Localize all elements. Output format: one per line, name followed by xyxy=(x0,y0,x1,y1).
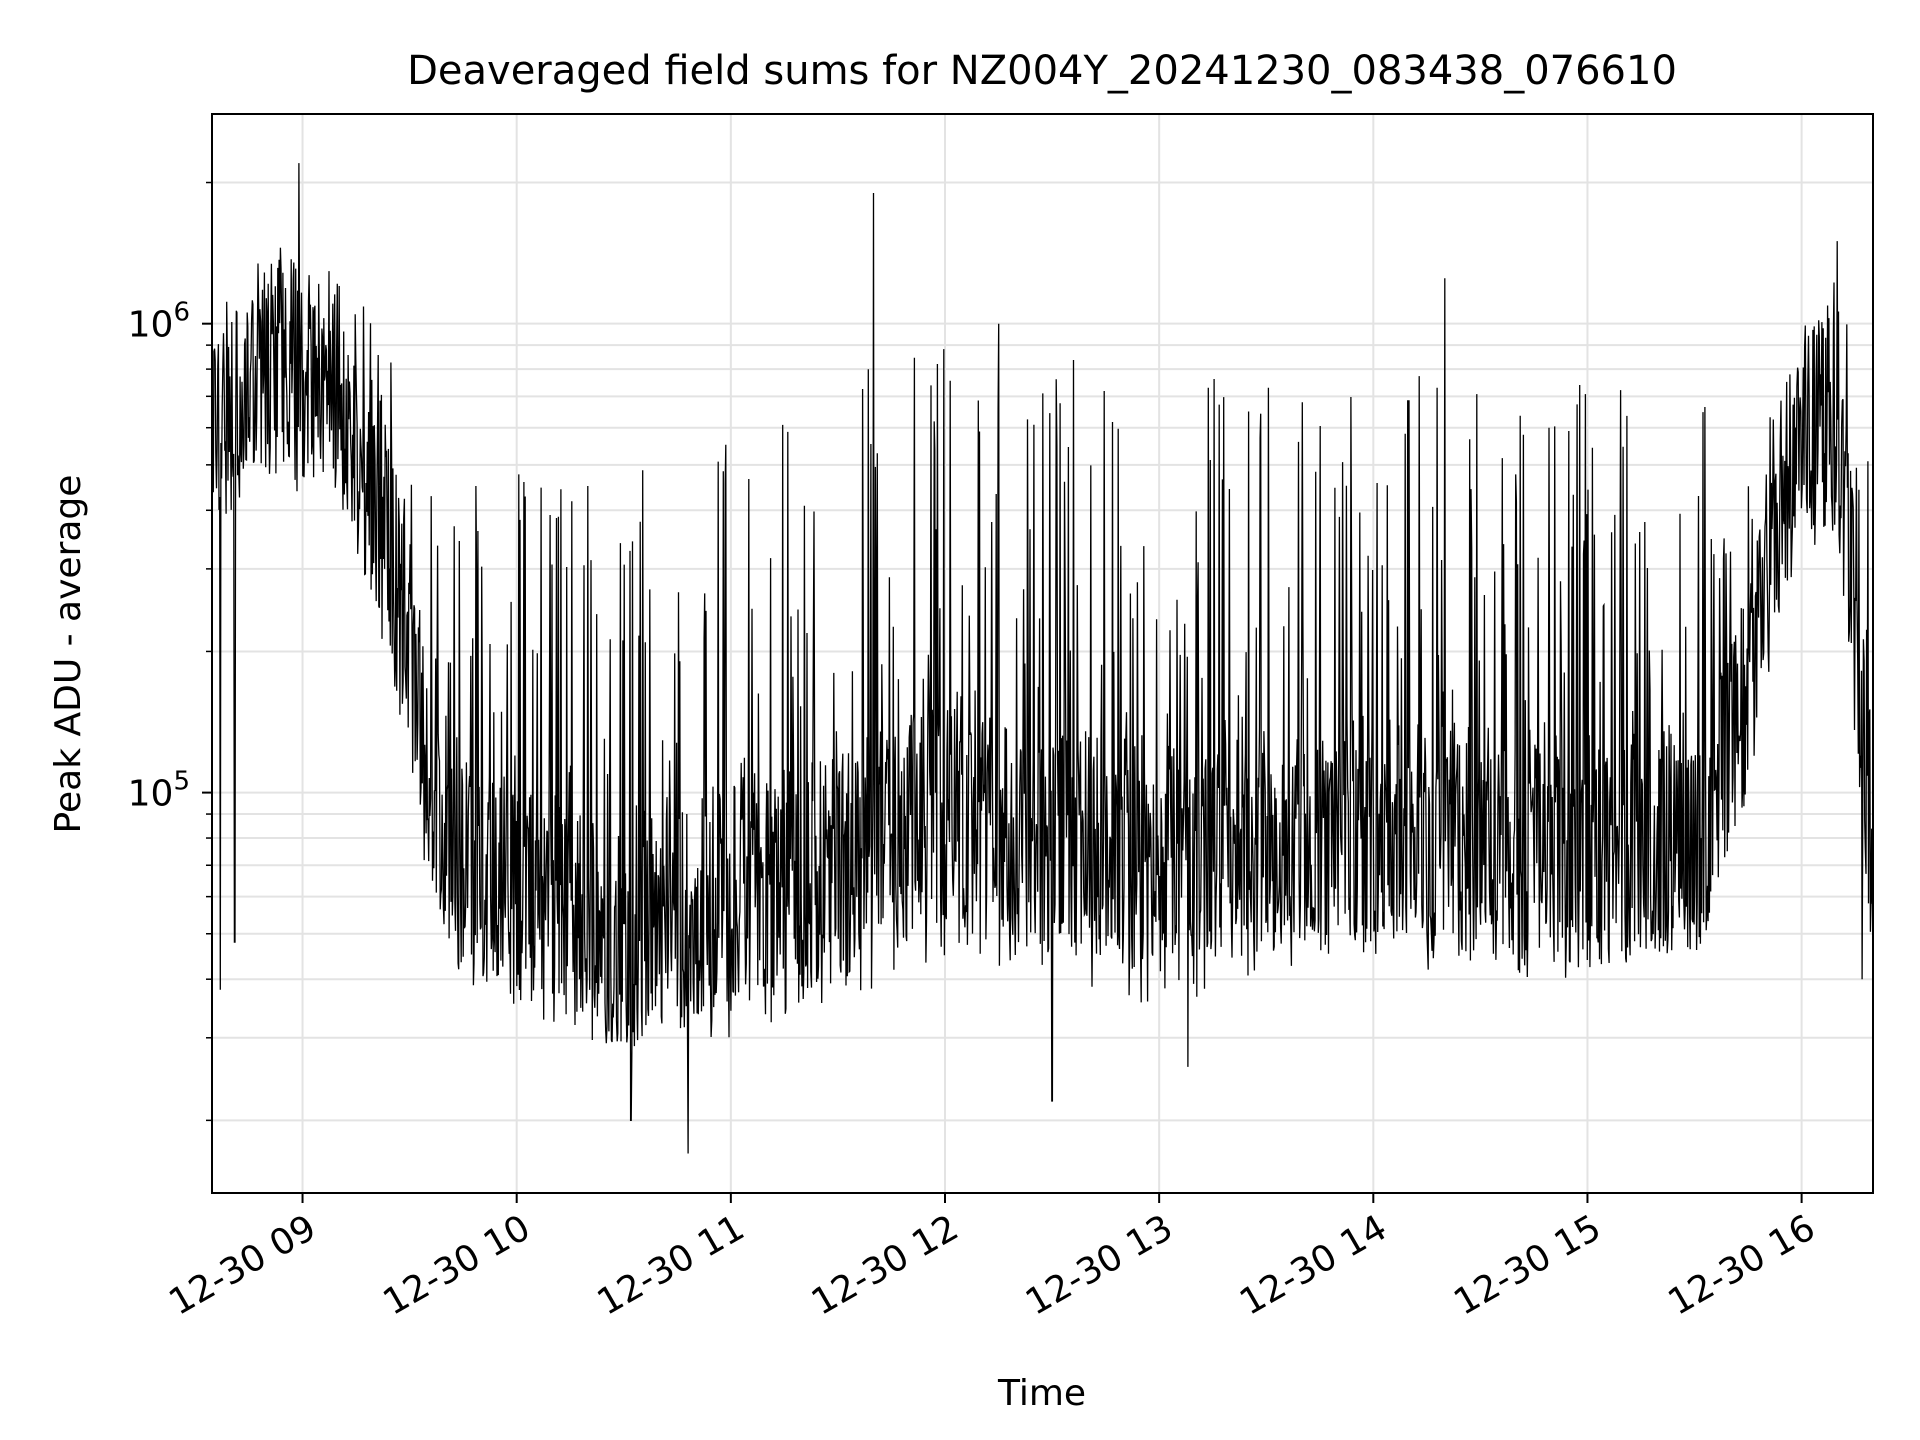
y-tick-label: 105 xyxy=(128,767,190,815)
chart-title: Deaveraged field sums for NZ004Y_2024123… xyxy=(407,48,1677,94)
x-axis-label: Time xyxy=(997,1373,1086,1414)
data-series xyxy=(211,163,1874,1154)
plot-frame xyxy=(211,113,1874,1194)
y-axis-label: Peak ADU - average xyxy=(48,475,89,834)
series-line xyxy=(211,163,1874,1154)
y-tick-label: 106 xyxy=(128,298,190,346)
